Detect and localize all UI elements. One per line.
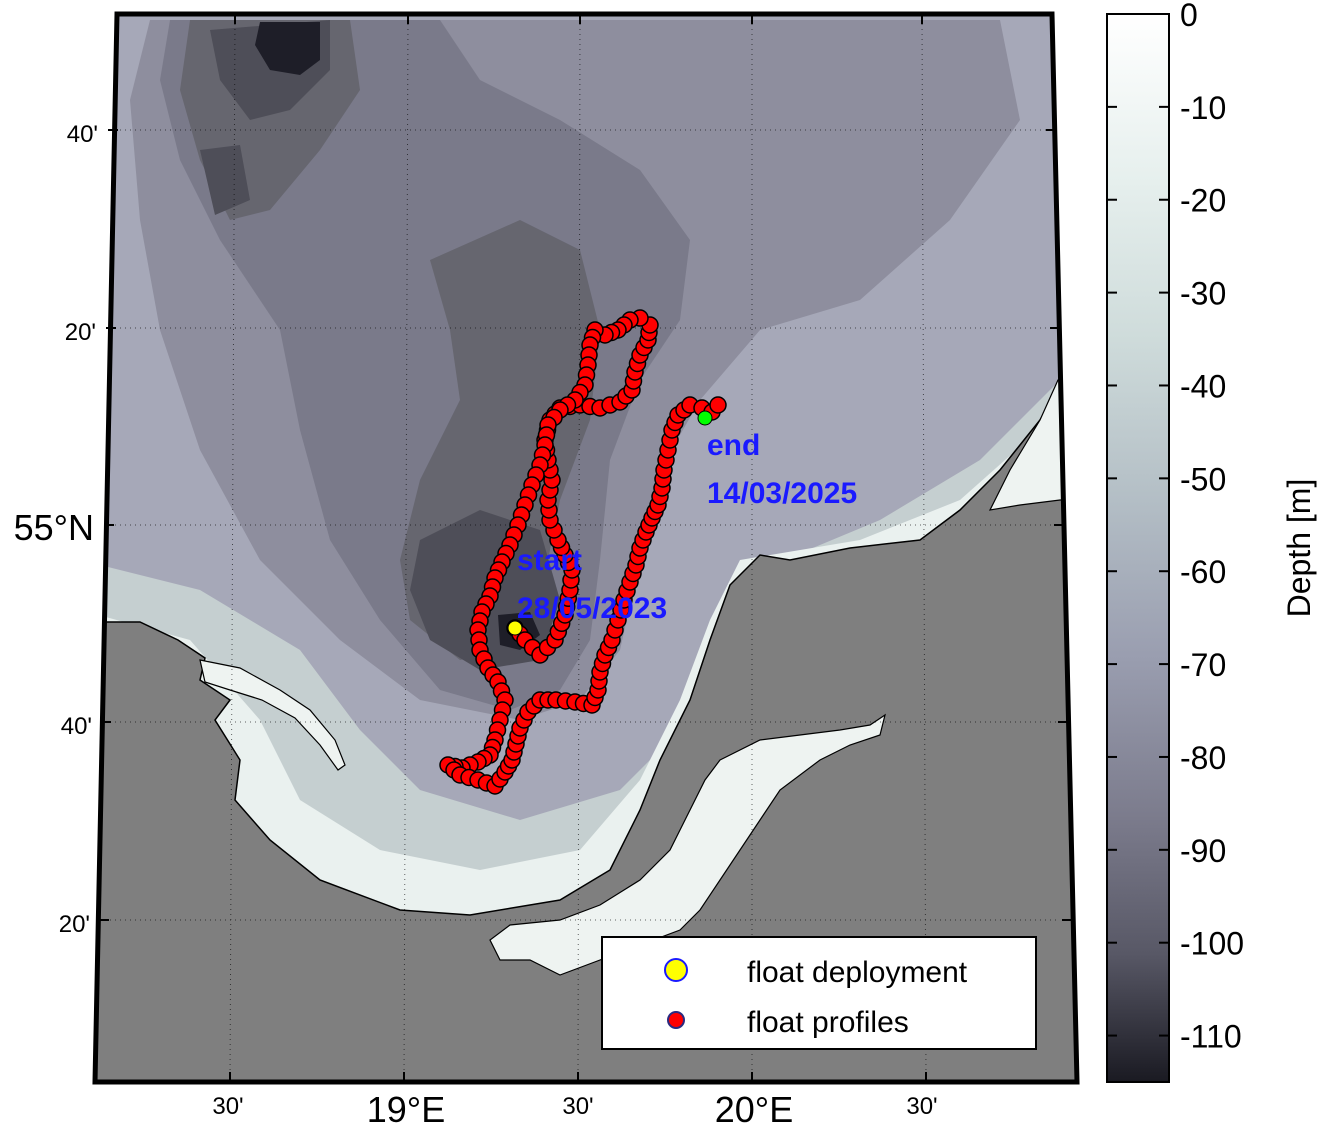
- legend-box: [601, 936, 1037, 1050]
- colorbar-gradient: [1106, 13, 1170, 1083]
- lon-label-19e: 19°E: [367, 1089, 445, 1130]
- lat-label-54-40: 40': [61, 713, 92, 740]
- colorbar-tick-label: -90: [1180, 833, 1226, 869]
- float-profile-marker: [709, 396, 727, 414]
- colorbar-tick-label: -80: [1180, 740, 1226, 776]
- colorbar-tick-label: -40: [1180, 368, 1226, 404]
- colorbar-tick-label: -70: [1180, 647, 1226, 683]
- end-label: end: [707, 429, 760, 462]
- map-frame: [92, 11, 1080, 1085]
- colorbar-tick-label: -110: [1180, 1019, 1242, 1055]
- legend-label-deployment: float deployment: [747, 956, 968, 989]
- legend-label-profiles: float profiles: [747, 1006, 909, 1039]
- land: [95, 379, 1077, 1082]
- frame-ticks: [99, 14, 1072, 1082]
- colorbar: 0 -10 -20 -30 -40 -50 -60 -70 -80 -90 -100 -110 Dep…: [1106, 0, 1317, 1083]
- colorbar-tick-label: -30: [1180, 276, 1226, 312]
- lat-label-54-20: 20': [59, 911, 90, 938]
- vistula-spit-lagoon: [489, 713, 886, 976]
- bathymetry-90m: [180, 20, 600, 660]
- yellow-circle-icon: [664, 958, 688, 982]
- lon-label-18-30: 30': [212, 1093, 243, 1120]
- lat-label-55n: 55°N: [14, 507, 94, 548]
- lon-label-19-30: 30': [562, 1093, 593, 1120]
- float-track: [439, 309, 727, 795]
- lon-label-20-30: 30': [906, 1093, 937, 1120]
- end-date-label: 14/03/2025: [707, 477, 857, 510]
- colorbar-tick-label: -10: [1180, 90, 1226, 126]
- bathymetry-100m: [200, 20, 560, 670]
- legend: float deployment float profiles: [601, 936, 1037, 1050]
- deployment-marker: [507, 620, 523, 636]
- colorbar-ticks: 0 -10 -20 -30 -40 -50 -60 -70 -80 -90 -100 -110: [1107, 0, 1244, 1055]
- colorbar-label: Depth [m]: [1281, 479, 1317, 618]
- graticule: [100, 14, 1060, 1082]
- end-marker: [697, 410, 713, 426]
- colorbar-tick-label: -100: [1180, 926, 1244, 962]
- red-circle-icon: [667, 1011, 685, 1029]
- colorbar-tick-label: 0: [1180, 0, 1198, 33]
- start-label: start: [517, 544, 582, 577]
- colorbar-tick-label: -60: [1180, 554, 1226, 590]
- colorbar-tick-label: -20: [1180, 183, 1226, 219]
- lat-label-upper-40: 40': [67, 121, 98, 148]
- lat-label-55-20: 20': [65, 319, 96, 346]
- colorbar-tick-label: -50: [1180, 461, 1226, 497]
- lon-label-20e: 20°E: [715, 1089, 793, 1130]
- start-date-label: 28/05/2023: [517, 592, 667, 625]
- map-area: [95, 14, 1077, 1082]
- hel-peninsula: [199, 659, 346, 771]
